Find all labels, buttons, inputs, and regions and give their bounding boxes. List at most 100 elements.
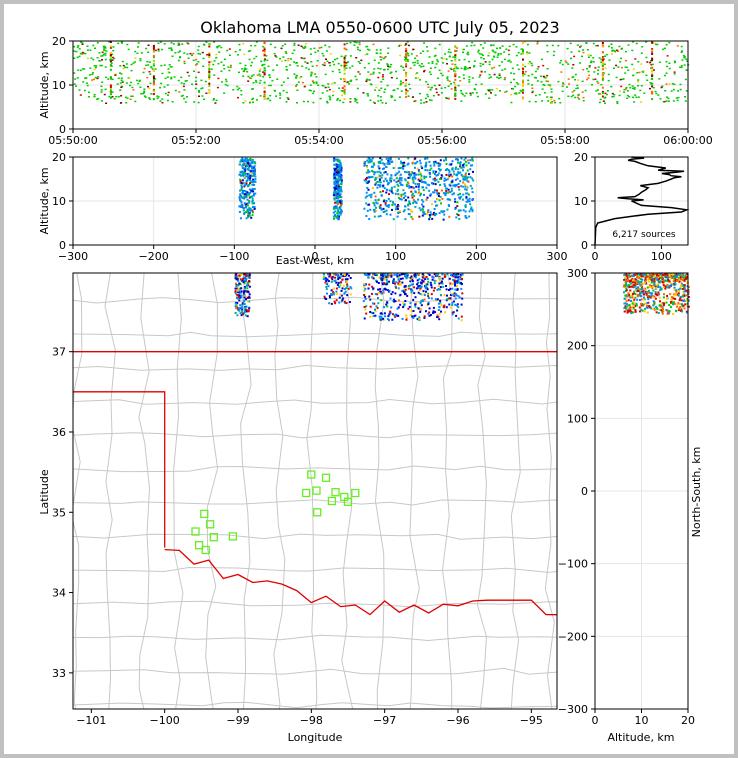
source-point bbox=[466, 180, 469, 183]
source-point bbox=[170, 78, 173, 80]
source-point bbox=[120, 102, 123, 104]
source-point bbox=[655, 311, 658, 314]
source-point bbox=[651, 85, 654, 88]
source-point bbox=[235, 273, 238, 276]
source-point bbox=[411, 276, 414, 279]
source-point bbox=[97, 97, 100, 100]
source-point bbox=[368, 170, 371, 173]
source-point bbox=[437, 77, 440, 79]
source-point bbox=[445, 163, 448, 165]
source-point bbox=[281, 45, 284, 47]
source-point bbox=[536, 68, 539, 70]
source-point bbox=[243, 53, 246, 56]
source-point bbox=[407, 176, 410, 179]
source-point bbox=[453, 81, 456, 84]
source-point bbox=[468, 197, 471, 200]
source-point bbox=[245, 175, 248, 178]
source-point bbox=[338, 159, 341, 162]
source-point bbox=[469, 159, 472, 162]
source-point bbox=[191, 54, 193, 57]
source-point bbox=[220, 61, 223, 63]
source-point bbox=[367, 62, 370, 65]
source-point bbox=[635, 278, 637, 281]
source-point bbox=[488, 63, 491, 66]
source-point bbox=[679, 309, 682, 312]
source-point bbox=[264, 58, 266, 60]
source-point bbox=[212, 99, 215, 101]
source-point bbox=[266, 59, 269, 61]
source-point bbox=[399, 84, 402, 86]
source-point bbox=[455, 50, 458, 52]
source-point bbox=[654, 285, 657, 288]
source-point bbox=[363, 162, 366, 165]
source-point bbox=[236, 88, 239, 91]
source-point bbox=[409, 208, 412, 211]
source-point bbox=[458, 76, 461, 78]
source-point bbox=[337, 201, 340, 204]
source-point bbox=[237, 288, 240, 291]
source-point bbox=[412, 179, 415, 182]
source-point bbox=[434, 298, 437, 301]
source-point bbox=[405, 59, 408, 62]
source-point bbox=[247, 216, 250, 219]
source-point bbox=[540, 75, 543, 77]
source-point bbox=[376, 52, 379, 55]
source-point bbox=[420, 66, 423, 68]
source-point bbox=[611, 95, 614, 98]
source-point bbox=[560, 59, 563, 62]
source-point bbox=[259, 75, 262, 77]
source-point bbox=[587, 70, 590, 73]
source-point bbox=[464, 173, 467, 176]
source-point bbox=[334, 273, 337, 276]
source-point bbox=[244, 193, 246, 196]
source-point bbox=[127, 48, 130, 51]
source-point bbox=[465, 200, 468, 203]
source-point bbox=[89, 49, 92, 51]
source-point bbox=[418, 215, 421, 218]
source-point bbox=[672, 273, 675, 276]
source-point bbox=[422, 205, 425, 208]
source-point bbox=[464, 183, 466, 186]
source-point bbox=[463, 95, 466, 97]
time-axis-tick-label: 05:54:00 bbox=[294, 134, 343, 147]
source-point bbox=[337, 197, 340, 200]
source-point bbox=[109, 96, 112, 99]
source-point bbox=[656, 274, 659, 276]
source-point bbox=[457, 183, 460, 185]
source-point bbox=[542, 83, 545, 86]
source-point bbox=[516, 64, 519, 66]
source-point bbox=[347, 287, 350, 290]
source-point bbox=[86, 49, 89, 51]
source-point bbox=[465, 216, 468, 219]
source-point bbox=[438, 306, 441, 309]
source-point bbox=[430, 297, 433, 300]
source-point bbox=[639, 278, 642, 281]
source-point bbox=[452, 170, 455, 173]
source-point bbox=[420, 102, 423, 104]
source-point bbox=[349, 101, 352, 103]
source-point bbox=[461, 93, 464, 96]
source-point bbox=[391, 192, 394, 195]
source-point bbox=[457, 193, 460, 196]
source-point bbox=[455, 273, 458, 276]
source-point bbox=[448, 170, 451, 173]
source-point bbox=[396, 183, 399, 186]
source-point bbox=[186, 42, 189, 44]
source-point bbox=[604, 92, 607, 95]
source-point bbox=[454, 56, 457, 59]
source-point bbox=[178, 43, 181, 46]
source-point bbox=[168, 47, 171, 49]
source-point bbox=[637, 286, 640, 289]
source-point bbox=[451, 304, 454, 306]
source-point bbox=[345, 280, 348, 283]
source-point bbox=[305, 42, 308, 45]
source-point bbox=[340, 196, 343, 199]
source-point bbox=[501, 69, 504, 71]
source-point bbox=[247, 160, 250, 163]
source-point bbox=[640, 288, 643, 291]
source-point bbox=[376, 293, 379, 296]
source-point bbox=[650, 281, 653, 284]
source-point bbox=[624, 50, 627, 53]
source-point bbox=[674, 297, 677, 300]
source-point bbox=[471, 77, 474, 79]
